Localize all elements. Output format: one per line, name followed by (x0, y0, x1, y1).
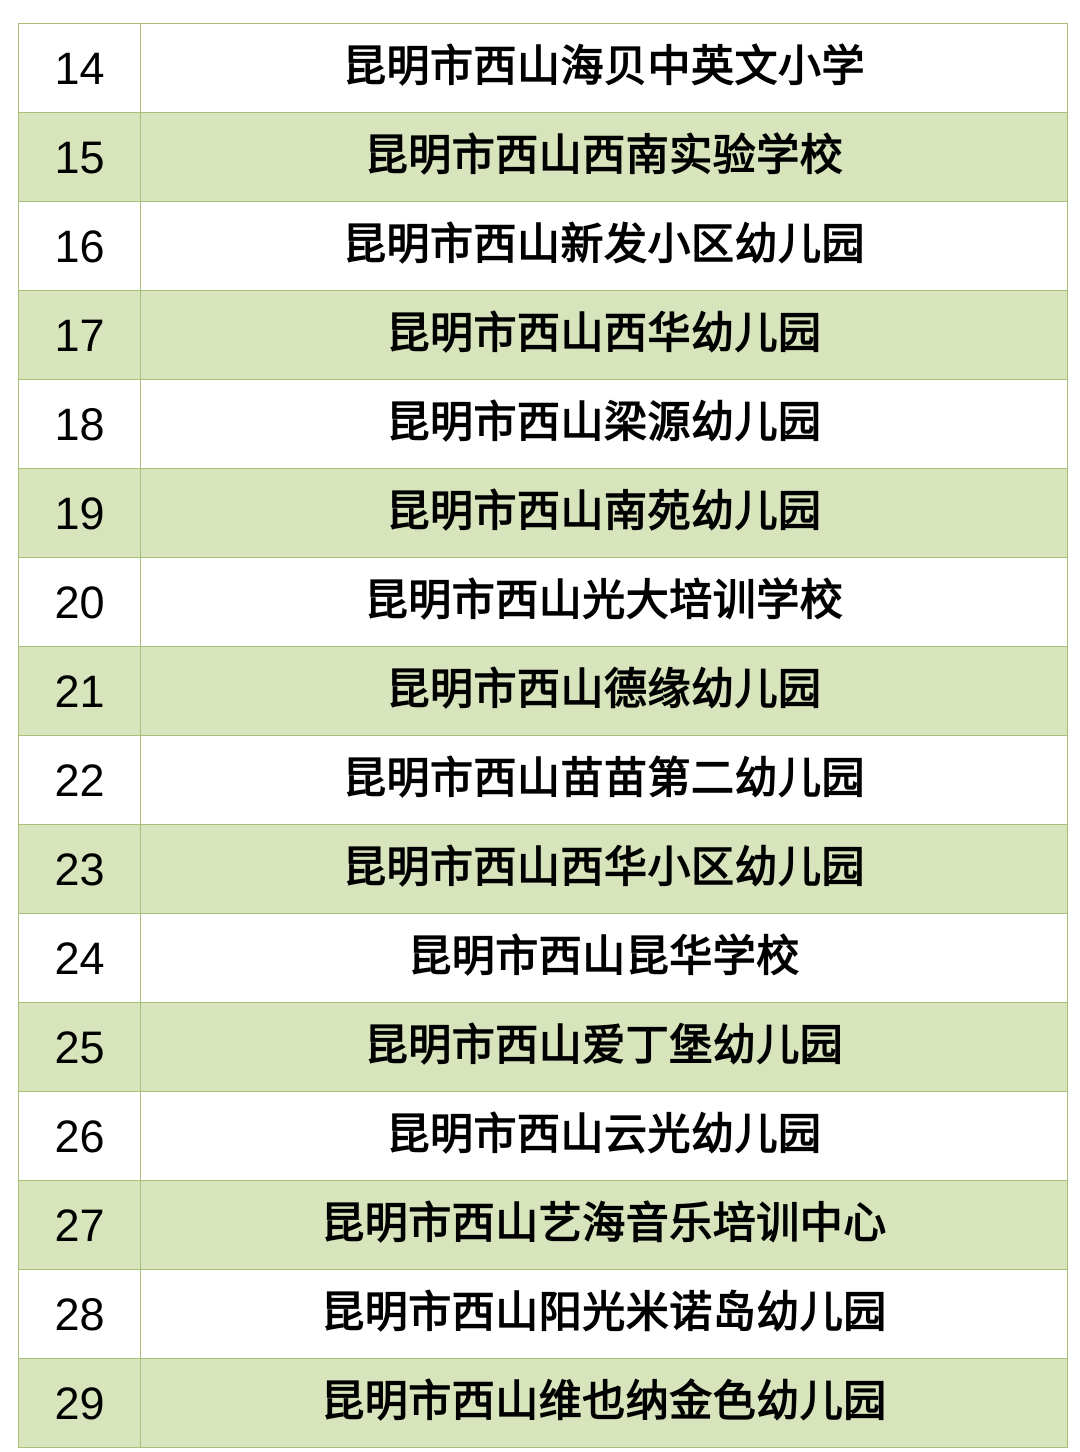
school-name-cell: 昆明市西山爱丁堡幼儿园 (140, 1002, 1068, 1092)
row-index-cell: 24 (18, 913, 141, 1003)
table-row: 29 昆明市西山维也纳金色幼儿园 (18, 1358, 1068, 1448)
table-row: 22 昆明市西山苗苗第二幼儿园 (18, 735, 1068, 825)
school-name-cell: 昆明市西山西华小区幼儿园 (140, 824, 1068, 914)
row-index-cell: 18 (18, 379, 141, 469)
table-row: 17 昆明市西山西华幼儿园 (18, 290, 1068, 380)
school-name-cell: 昆明市西山梁源幼儿园 (140, 379, 1068, 469)
table-row: 25 昆明市西山爱丁堡幼儿园 (18, 1002, 1068, 1092)
school-name-cell: 昆明市西山光大培训学校 (140, 557, 1068, 647)
table-row: 18 昆明市西山梁源幼儿园 (18, 379, 1068, 469)
school-name-cell: 昆明市西山南苑幼儿园 (140, 468, 1068, 558)
school-name-cell: 昆明市西山阳光米诺岛幼儿园 (140, 1269, 1068, 1359)
row-index-cell: 27 (18, 1180, 141, 1270)
school-name-cell: 昆明市西山海贝中英文小学 (140, 23, 1068, 113)
table-row: 24 昆明市西山昆华学校 (18, 913, 1068, 1003)
school-name-cell: 昆明市西山云光幼儿园 (140, 1091, 1068, 1181)
row-index-cell: 29 (18, 1358, 141, 1448)
school-name-cell: 昆明市西山维也纳金色幼儿园 (140, 1358, 1068, 1448)
school-name-cell: 昆明市西山昆华学校 (140, 913, 1068, 1003)
row-index-cell: 23 (18, 824, 141, 914)
row-index-cell: 22 (18, 735, 141, 825)
row-index-cell: 26 (18, 1091, 141, 1181)
school-name-cell: 昆明市西山苗苗第二幼儿园 (140, 735, 1068, 825)
school-name-cell: 昆明市西山新发小区幼儿园 (140, 201, 1068, 291)
row-index-cell: 28 (18, 1269, 141, 1359)
school-name-cell: 昆明市西山艺海音乐培训中心 (140, 1180, 1068, 1270)
table-row: 15 昆明市西山西南实验学校 (18, 112, 1068, 202)
table-row: 26 昆明市西山云光幼儿园 (18, 1091, 1068, 1181)
table-row: 16 昆明市西山新发小区幼儿园 (18, 201, 1068, 291)
table-body: 14 昆明市西山海贝中英文小学 15 昆明市西山西南实验学校 16 昆明市西山新发小区幼儿… (18, 23, 1068, 1448)
row-index-cell: 25 (18, 1002, 141, 1092)
school-name-cell: 昆明市西山德缘幼儿园 (140, 646, 1068, 736)
table-row: 14 昆明市西山海贝中英文小学 (18, 23, 1068, 113)
school-list-table: 14 昆明市西山海贝中英文小学 15 昆明市西山西南实验学校 16 昆明市西山新发小区幼儿… (18, 23, 1068, 1448)
row-index-cell: 19 (18, 468, 141, 558)
table-row: 21 昆明市西山德缘幼儿园 (18, 646, 1068, 736)
row-index-cell: 20 (18, 557, 141, 647)
school-name-cell: 昆明市西山西南实验学校 (140, 112, 1068, 202)
row-index-cell: 14 (18, 23, 141, 113)
table-row: 28 昆明市西山阳光米诺岛幼儿园 (18, 1269, 1068, 1359)
table-row: 27 昆明市西山艺海音乐培训中心 (18, 1180, 1068, 1270)
row-index-cell: 17 (18, 290, 141, 380)
row-index-cell: 16 (18, 201, 141, 291)
school-name-cell: 昆明市西山西华幼儿园 (140, 290, 1068, 380)
table-row: 19 昆明市西山南苑幼儿园 (18, 468, 1068, 558)
table-row: 23 昆明市西山西华小区幼儿园 (18, 824, 1068, 914)
table-row: 20 昆明市西山光大培训学校 (18, 557, 1068, 647)
row-index-cell: 15 (18, 112, 141, 202)
row-index-cell: 21 (18, 646, 141, 736)
